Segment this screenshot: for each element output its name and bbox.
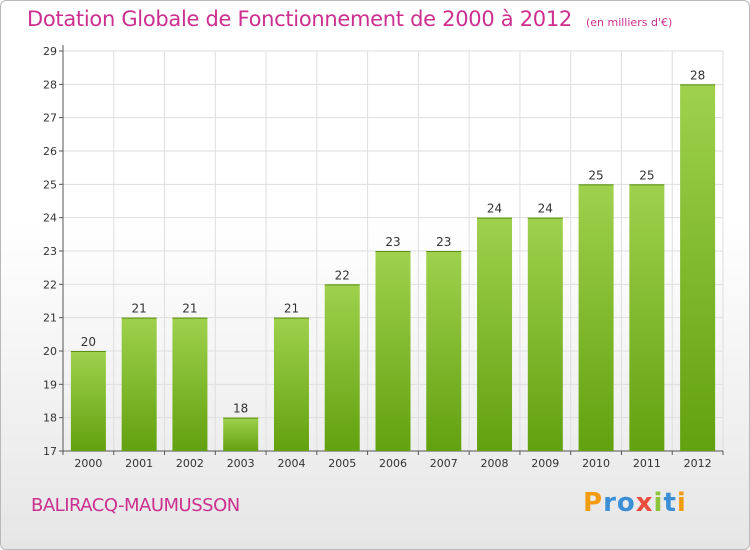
bar-value-label: 21 — [182, 302, 197, 316]
x-tick-label: 2000 — [74, 457, 102, 470]
y-tick-label: 27 — [43, 112, 57, 125]
bars — [70, 84, 716, 452]
y-tick-label: 18 — [43, 412, 57, 425]
y-tick-label: 22 — [43, 278, 57, 291]
x-tick-label: 2012 — [684, 457, 712, 470]
y-tick-label: 24 — [43, 212, 57, 225]
chart-title: Dotation Globale de Fonctionnement de 20… — [27, 7, 572, 31]
bar-value-label: 18 — [233, 402, 248, 416]
bar-value-label: 20 — [81, 335, 96, 349]
y-tick-label: 28 — [43, 78, 57, 91]
y-tick-label: 17 — [43, 445, 57, 458]
bar — [629, 184, 665, 452]
x-tick-label: 2009 — [531, 457, 559, 470]
y-tick-label: 26 — [43, 145, 57, 158]
bar-value-label: 21 — [284, 302, 299, 316]
logo-letter: t — [663, 488, 677, 518]
x-tick-label: 2008 — [481, 457, 509, 470]
bar — [121, 317, 157, 451]
logo-letter: i — [676, 488, 687, 518]
bar-value-label: 22 — [335, 268, 350, 282]
commune-name: BALIRACQ-MAUMUSSON — [31, 495, 240, 516]
bar-value-label: 23 — [385, 235, 400, 249]
bar-value-label: 24 — [538, 202, 553, 216]
bar — [172, 317, 208, 451]
bar — [680, 84, 716, 451]
bar — [426, 251, 462, 451]
proxiti-logo: Proxiti — [583, 488, 687, 518]
bar-value-label: 24 — [487, 202, 502, 216]
logo-letter: P — [583, 488, 604, 518]
bar — [578, 184, 614, 452]
logo-letter: o — [616, 488, 636, 518]
bar — [70, 351, 106, 451]
bar-value-label: 25 — [639, 168, 654, 182]
x-tick-label: 2003 — [227, 457, 255, 470]
x-tick-label: 2005 — [328, 457, 356, 470]
title-row: Dotation Globale de Fonctionnement de 20… — [27, 7, 672, 31]
x-tick-label: 2007 — [430, 457, 458, 470]
logo-letter: x — [635, 488, 654, 518]
y-tick-label: 29 — [43, 45, 57, 58]
x-tick-label: 2006 — [379, 457, 407, 470]
labels: 17 18 19 20 21 22 23 24 25 26 27 28 29 20 2000 21 2001 21… — [43, 45, 712, 470]
bar-value-label: 21 — [132, 302, 147, 316]
x-tick-label: 2011 — [633, 457, 661, 470]
bar — [375, 251, 411, 451]
logo-letter: i — [653, 488, 664, 518]
logo-letter: r — [603, 488, 617, 518]
x-tick-label: 2010 — [582, 457, 610, 470]
y-tick-label: 21 — [43, 312, 57, 325]
y-tick-label: 25 — [43, 178, 57, 191]
bar — [273, 317, 309, 451]
bar — [223, 417, 259, 451]
x-tick-label: 2004 — [277, 457, 305, 470]
x-tick-label: 2002 — [176, 457, 204, 470]
y-tick-label: 23 — [43, 245, 57, 258]
x-tick-label: 2001 — [125, 457, 153, 470]
bar — [477, 217, 513, 451]
bar-value-label: 28 — [690, 68, 705, 82]
chart-subtitle: (en milliers d'€) — [585, 16, 673, 29]
y-tick-label: 20 — [43, 345, 57, 358]
y-tick-label: 19 — [43, 378, 57, 391]
bar — [527, 217, 563, 451]
bar-value-label: 23 — [436, 235, 451, 249]
bar — [324, 284, 360, 451]
bar-value-label: 25 — [588, 168, 603, 182]
